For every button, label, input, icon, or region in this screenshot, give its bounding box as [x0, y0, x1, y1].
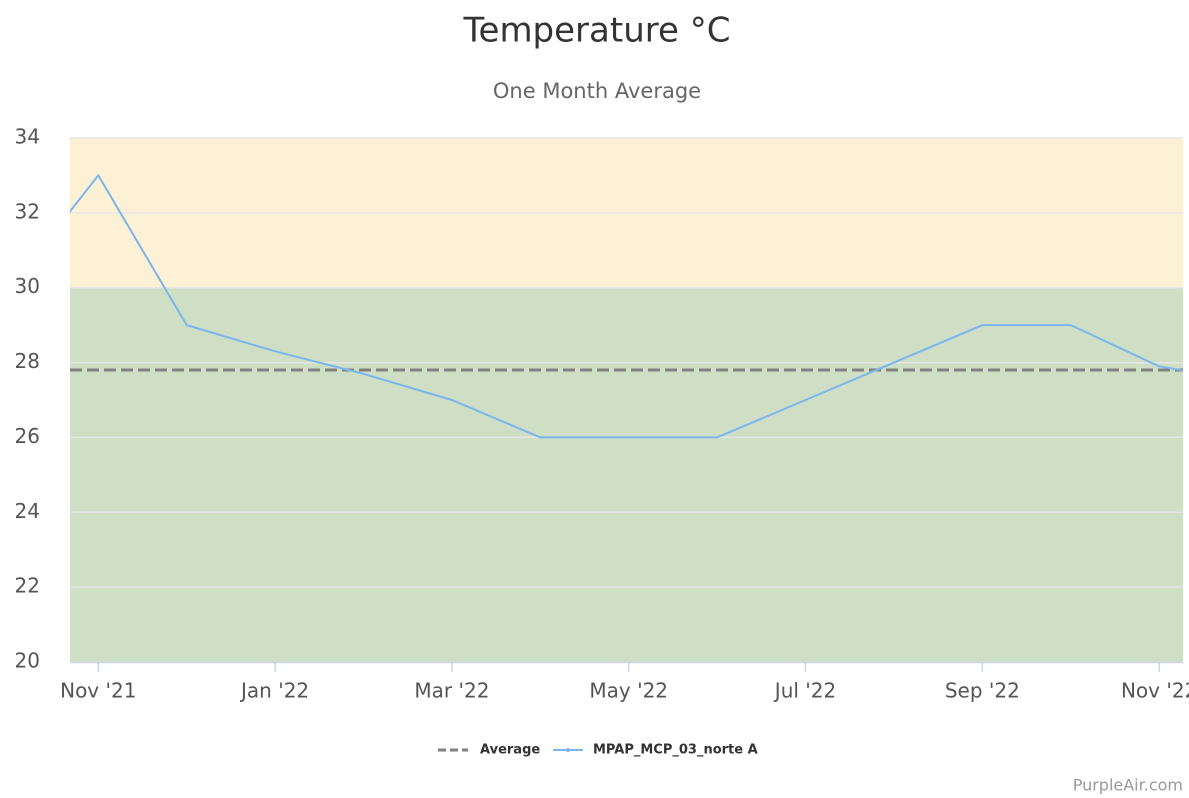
- x-tick-label: Sep '22: [945, 679, 1020, 703]
- chart-title: Temperature °C: [463, 11, 731, 51]
- x-tick-label: Nov '21: [60, 679, 136, 703]
- y-tick-label: 34: [15, 125, 40, 149]
- y-tick-label: 26: [15, 424, 40, 448]
- series-line: [70, 173, 1183, 439]
- y-tick-label: 28: [15, 349, 40, 373]
- credit: PurpleAir.com: [1073, 776, 1183, 795]
- plot-band: [70, 287, 1183, 662]
- x-tick-label: May '22: [589, 679, 668, 703]
- y-tick-label: 22: [15, 574, 40, 598]
- legend-marker: [566, 748, 570, 752]
- x-tick-label: Jan '22: [239, 679, 309, 703]
- y-tick-label: 24: [15, 499, 40, 523]
- x-tick-label: Nov '22: [1121, 679, 1189, 703]
- legend-label: Average: [480, 743, 540, 758]
- chart-subtitle: One Month Average: [493, 79, 701, 103]
- plot-area: [70, 173, 1183, 439]
- x-tick-label: Jul '22: [773, 679, 836, 703]
- x-tick-label: Mar '22: [414, 679, 489, 703]
- y-tick-label: 20: [15, 649, 40, 673]
- legend-label: MPAP_MCP_03_norte A: [593, 743, 758, 758]
- y-tick-label: 30: [15, 274, 40, 298]
- y-tick-label: 32: [15, 199, 40, 223]
